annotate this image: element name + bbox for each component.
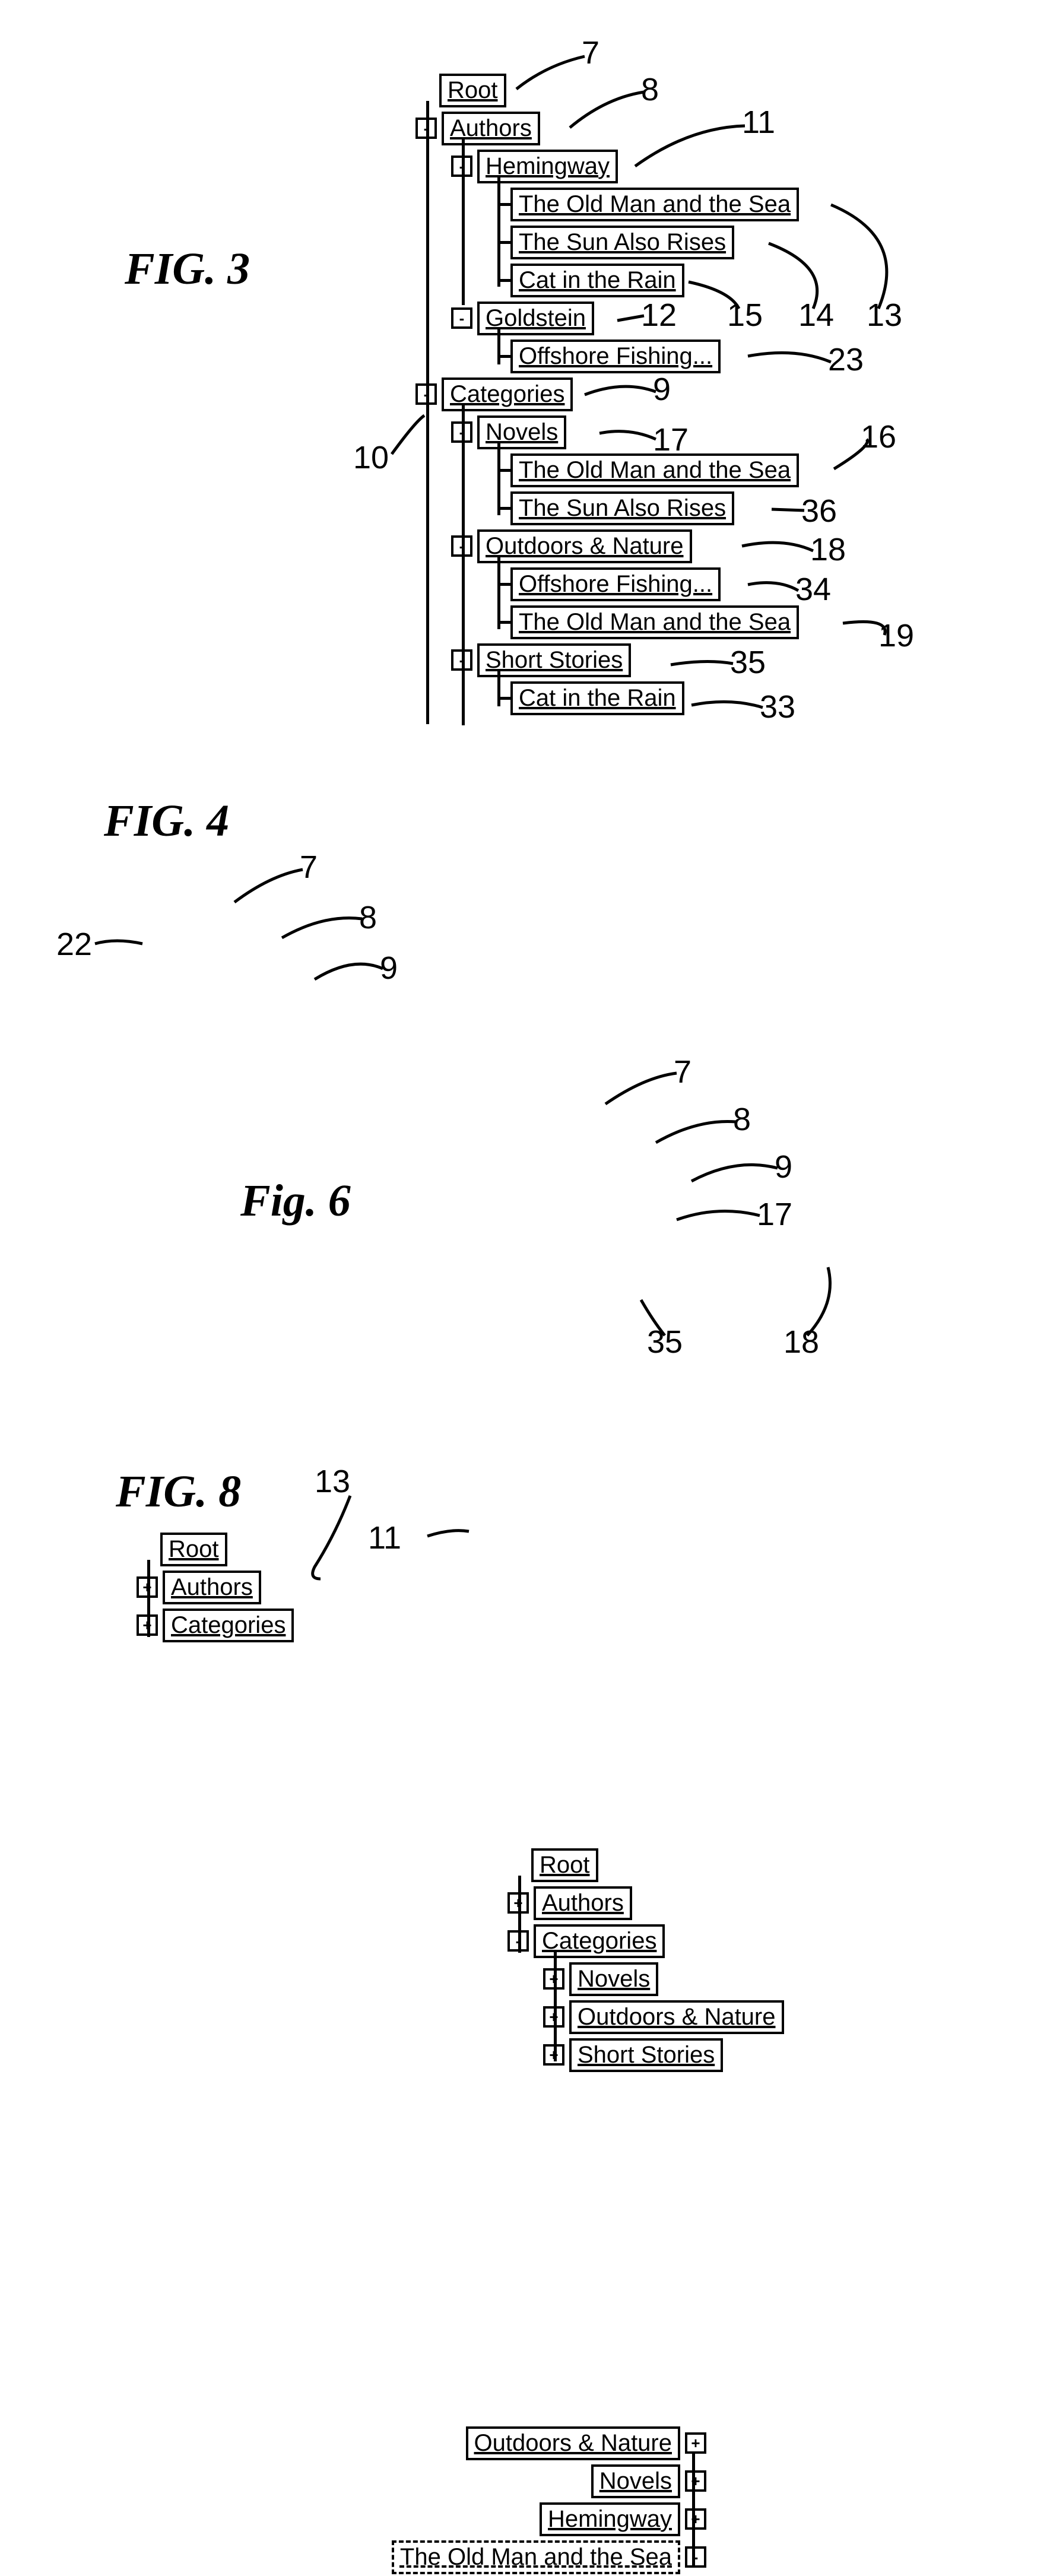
tree-row: Cat in the Rain [415, 679, 1009, 717]
tree-row: Outdoors & Nature + [279, 2424, 706, 2462]
tree-row: Novels + [279, 2462, 706, 2500]
ref-14: 14 [798, 297, 834, 334]
ref-8: 8 [733, 1101, 751, 1138]
tree-row: - Short Stories [415, 641, 1009, 679]
tree-row: The Old Man and the Sea [415, 185, 1009, 223]
ref-18: 18 [810, 531, 846, 568]
ref-35: 35 [730, 644, 766, 681]
tree-row: - Novels [415, 413, 1009, 451]
tree-row: + Short Stories [507, 2036, 923, 2074]
ref-10: 10 [353, 439, 389, 476]
ref-13: 13 [315, 1463, 350, 1500]
ref-7: 7 [582, 34, 599, 71]
node-sunalso2[interactable]: The Sun Also Rises [510, 491, 734, 525]
ref-11: 11 [742, 104, 775, 141]
node-novels[interactable]: Novels [591, 2464, 680, 2498]
ref-12: 12 [641, 297, 677, 334]
node-categories[interactable]: Categories [163, 1609, 294, 1642]
fig4-title: FIG. 4 [104, 795, 229, 847]
collapse-toggle[interactable]: - [451, 307, 472, 329]
ref-17: 17 [653, 421, 689, 458]
tree-row: - Categories [507, 1922, 923, 1960]
expand-toggle[interactable]: + [685, 2432, 706, 2454]
node-offshore2[interactable]: Offshore Fishing... [510, 567, 721, 601]
ref-13: 13 [867, 297, 902, 334]
node-goldstein[interactable]: Goldstein [477, 302, 594, 335]
fig3-tree: Root - Authors - Hemingway The Old Man a… [415, 71, 1009, 717]
collapse-toggle[interactable]: - [685, 2546, 706, 2568]
ref-15: 15 [727, 297, 763, 334]
node-catrain2[interactable]: Cat in the Rain [510, 681, 684, 715]
node-oldman3[interactable]: The Old Man and the Sea [510, 605, 799, 639]
tree-row: + Authors [137, 1568, 493, 1606]
ref-9: 9 [775, 1149, 792, 1185]
fig6-tree: Root + Authors - Categories + Novels + O… [507, 1846, 923, 2074]
ref-7: 7 [300, 849, 318, 886]
ref-7: 7 [674, 1054, 691, 1090]
node-oldman[interactable]: The Old Man and the Sea [392, 2540, 680, 2574]
tree-row-root: Root [137, 1530, 493, 1568]
tree-row: Cat in the Rain [415, 261, 1009, 299]
ref-18: 18 [783, 1324, 819, 1360]
node-authors[interactable]: Authors [442, 112, 540, 145]
node-sunalso[interactable]: The Sun Also Rises [510, 226, 734, 259]
fig3-title: FIG. 3 [125, 243, 250, 295]
node-novels[interactable]: Novels [477, 415, 566, 449]
expand-toggle[interactable]: + [685, 2470, 706, 2492]
node-authors[interactable]: Authors [163, 1571, 261, 1604]
node-hemingway[interactable]: Hemingway [540, 2502, 680, 2536]
fig8-tree: Outdoors & Nature + Novels + Hemingway +… [279, 2424, 706, 2576]
tree-row: Offshore Fishing... [415, 337, 1009, 375]
tree-row: Hemingway + [279, 2500, 706, 2538]
ref-9: 9 [380, 950, 398, 986]
tree-row: + Categories [137, 1606, 493, 1644]
ref-8: 8 [359, 899, 377, 936]
node-root[interactable]: Root [160, 1533, 227, 1566]
tree-row: - Hemingway [415, 147, 1009, 185]
ref-8: 8 [641, 71, 659, 108]
tree-row-root: Root [507, 1846, 923, 1884]
fig4-tree: Root + Authors + Categories [137, 1530, 493, 1644]
ref-34: 34 [795, 571, 831, 608]
tree-row: Offshore Fishing... [415, 565, 1009, 603]
ref-22: 22 [56, 926, 92, 963]
node-outdoors[interactable]: Outdoors & Nature [477, 529, 692, 563]
node-novels[interactable]: Novels [569, 1962, 658, 1996]
node-shortstories[interactable]: Short Stories [569, 2038, 723, 2072]
fig8-title: FIG. 8 [116, 1466, 241, 1518]
tree-row: The Old Man and the Sea [415, 451, 1009, 489]
node-outdoors[interactable]: Outdoors & Nature [569, 2000, 784, 2034]
tree-row: The Old Man and the Sea - [279, 2538, 706, 2576]
tree-row: The Sun Also Rises [415, 223, 1009, 261]
node-oldman2[interactable]: The Old Man and the Sea [510, 453, 799, 487]
tree-row: + Outdoors & Nature [507, 1998, 923, 2036]
tree-row: - Categories [415, 375, 1009, 413]
ref-36: 36 [801, 493, 837, 529]
expand-toggle[interactable]: + [685, 2508, 706, 2530]
ref-33: 33 [760, 689, 795, 725]
node-root[interactable]: Root [531, 1848, 598, 1882]
node-authors[interactable]: Authors [534, 1886, 632, 1920]
node-offshore[interactable]: Offshore Fishing... [510, 340, 721, 373]
fig6-title: Fig. 6 [240, 1175, 351, 1227]
node-root[interactable]: Root [439, 74, 506, 107]
ref-16: 16 [861, 418, 896, 455]
tree-row: - Goldstein [415, 299, 1009, 337]
tree-row: + Authors [507, 1884, 923, 1922]
ref-19: 19 [878, 617, 914, 654]
tree-row: The Sun Also Rises [415, 489, 1009, 527]
ref-11: 11 [368, 1519, 401, 1556]
tree-row: + Novels [507, 1960, 923, 1998]
ref-35: 35 [647, 1324, 683, 1360]
ref-23: 23 [828, 341, 864, 378]
node-outdoors[interactable]: Outdoors & Nature [466, 2426, 681, 2460]
node-oldman[interactable]: The Old Man and the Sea [510, 188, 799, 221]
node-catrain[interactable]: Cat in the Rain [510, 264, 684, 297]
tree-row-root: Root [415, 71, 1009, 109]
tree-row: - Outdoors & Nature [415, 527, 1009, 565]
tree-row: The Old Man and the Sea [415, 603, 1009, 641]
tree-row: - Authors [415, 109, 1009, 147]
ref-9: 9 [653, 371, 671, 408]
ref-17: 17 [757, 1196, 792, 1233]
